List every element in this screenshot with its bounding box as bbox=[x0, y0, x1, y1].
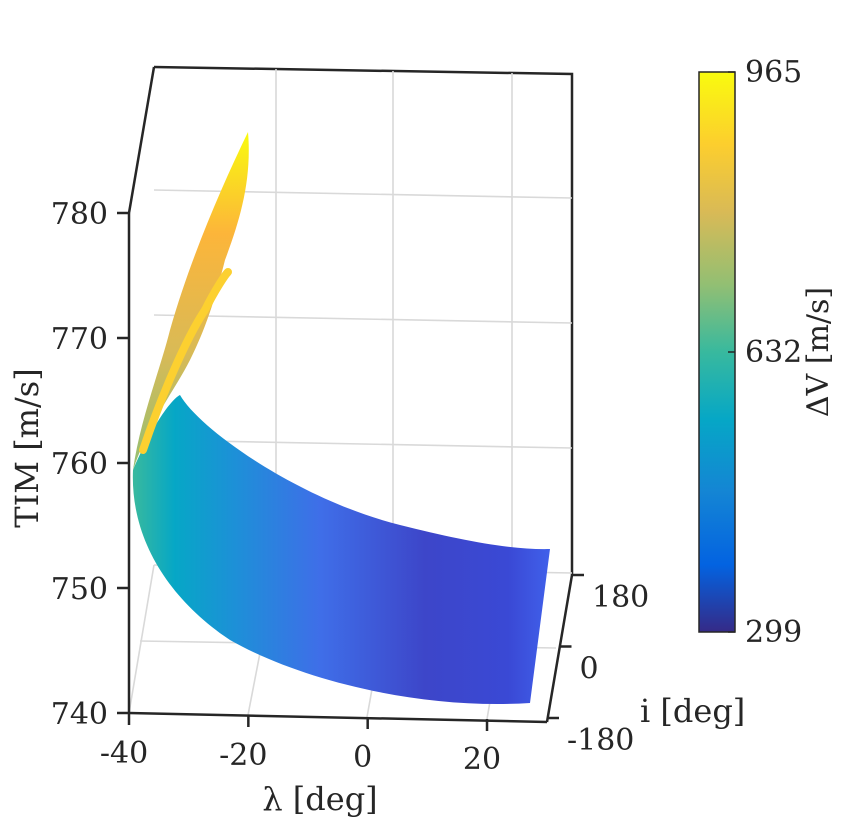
surface-wing bbox=[133, 132, 249, 470]
z-tick-label: 780 bbox=[51, 197, 108, 232]
colorbar-tick-label: 299 bbox=[745, 615, 802, 650]
surface-main bbox=[132, 395, 550, 705]
y-ticks: -180 0 180 bbox=[547, 573, 649, 758]
y-tick-label: -180 bbox=[567, 723, 634, 758]
x-tick-label: -40 bbox=[100, 736, 148, 771]
z-axis-label: TIM [m/s] bbox=[8, 368, 46, 527]
z-tick-label: 770 bbox=[51, 322, 108, 357]
colorbar-ticks: 299 632 965 bbox=[728, 55, 802, 650]
back-frame bbox=[153, 65, 574, 575]
x-axis-line bbox=[128, 711, 548, 724]
top-left-edge bbox=[127, 66, 156, 214]
colorbar: 299 632 965 ΔV [m/s] bbox=[698, 55, 836, 650]
z-tick-label: 740 bbox=[51, 697, 108, 732]
y-axis-line bbox=[545, 574, 574, 723]
y-axis-label: i [deg] bbox=[640, 692, 745, 730]
x-tick-label: 20 bbox=[463, 742, 501, 777]
colorbar-tick-label: 965 bbox=[745, 55, 802, 90]
y-tick-label: 0 bbox=[580, 652, 599, 687]
surface bbox=[132, 132, 550, 705]
x-axis-label: λ [deg] bbox=[262, 780, 377, 818]
z-tick-label: 750 bbox=[51, 572, 108, 607]
y-tick-label: 180 bbox=[592, 580, 649, 615]
axes-box bbox=[127, 65, 574, 575]
x-tick-label: -20 bbox=[219, 738, 267, 773]
colorbar-tick-label: 632 bbox=[745, 335, 802, 370]
x-tick-label: 0 bbox=[353, 740, 372, 775]
z-ticks: 740 750 760 770 780 bbox=[51, 197, 129, 732]
x-ticks: -40 -20 0 20 bbox=[100, 713, 501, 777]
colorbar-label: ΔV [m/s] bbox=[801, 287, 836, 417]
surface-ridge bbox=[139, 268, 232, 454]
z-tick-label: 760 bbox=[51, 447, 108, 482]
